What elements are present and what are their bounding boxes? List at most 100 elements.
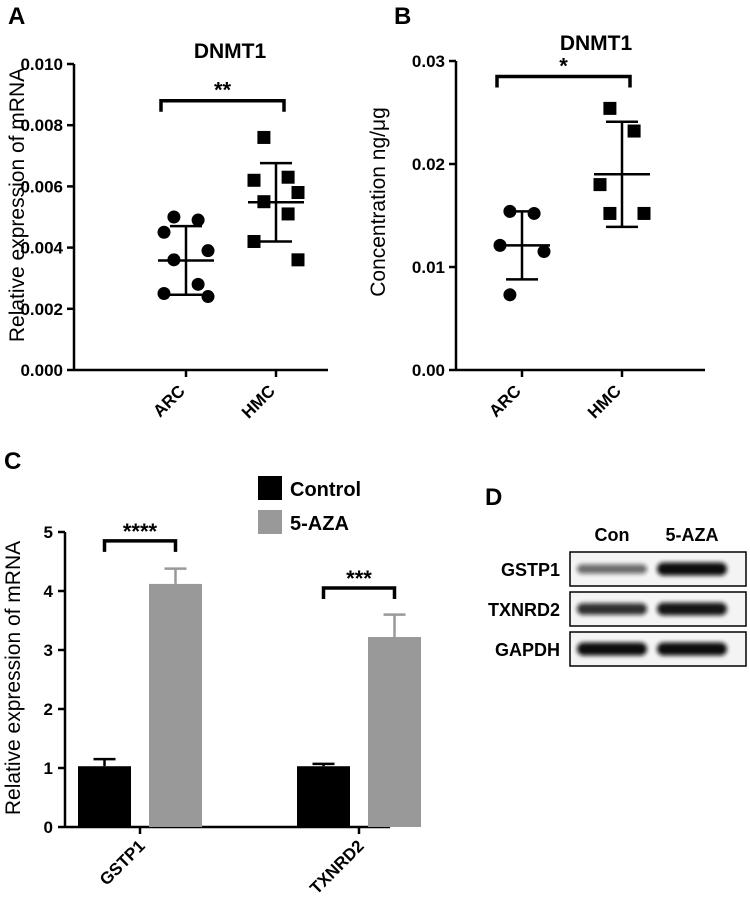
x-tick-label: HMC xyxy=(584,381,625,422)
y-tick-label: 0.008 xyxy=(20,116,63,135)
bar-5-aza xyxy=(149,583,202,827)
data-layer xyxy=(78,567,421,827)
y-tick-label: 0.02 xyxy=(412,155,445,174)
bar-control xyxy=(78,766,131,827)
bar-5-aza xyxy=(368,637,421,827)
legend: Control 5-AZA xyxy=(258,476,361,535)
chart-title: DNMT1 xyxy=(194,40,267,63)
y-tick-label: 0.010 xyxy=(20,55,63,74)
data-point xyxy=(191,277,205,291)
y-tick-label: 0.006 xyxy=(20,177,63,196)
data-point xyxy=(257,130,271,144)
blot-band xyxy=(657,602,727,616)
data-point xyxy=(291,253,305,267)
data-point xyxy=(201,290,215,304)
y-tick-label: 4 xyxy=(44,582,54,601)
significance-bracket xyxy=(159,98,286,112)
x-tick-label: TXNRD2 xyxy=(306,836,368,898)
data-point xyxy=(291,186,305,200)
significance-layer: * xyxy=(495,53,632,88)
significance-bracket xyxy=(321,586,397,600)
data-point xyxy=(637,206,651,220)
data-point xyxy=(247,173,261,187)
panel-label-c: C xyxy=(4,448,21,475)
significance-layer: ** xyxy=(159,78,286,112)
blot-row-label: TXNRD2 xyxy=(488,600,560,620)
data-point xyxy=(167,253,181,267)
data-point xyxy=(167,210,181,224)
x-axis: ARC HMC xyxy=(485,370,625,422)
blot-band xyxy=(577,603,647,615)
legend-label: 5-AZA xyxy=(290,513,349,535)
data-point xyxy=(201,244,215,258)
chart-dnmt1-concentration: DNMT1 Concentration ng/μg 0.000.010.020.… xyxy=(367,32,705,422)
significance-layer: ******* xyxy=(102,519,397,600)
data-layer xyxy=(157,130,305,304)
x-tick-label: HMC xyxy=(238,381,279,422)
significance-bracket xyxy=(495,74,632,88)
data-point xyxy=(157,287,171,300)
significance-bracket xyxy=(102,539,178,552)
data-point xyxy=(593,178,607,192)
blot-column-label: 5-AZA xyxy=(666,525,719,545)
chart-title: DNMT1 xyxy=(560,32,633,55)
data-point xyxy=(537,245,551,259)
blot-band xyxy=(657,562,727,576)
bar-control xyxy=(297,766,350,827)
data-point xyxy=(281,207,295,221)
data-point xyxy=(527,206,541,220)
y-tick-label: 3 xyxy=(44,641,53,660)
data-point xyxy=(281,170,295,184)
blot-row-label: GAPDH xyxy=(495,640,560,660)
y-tick-label: 0.002 xyxy=(20,300,63,319)
blot-row-label: GSTP1 xyxy=(501,560,560,580)
x-tick-label: GSTP1 xyxy=(96,836,149,889)
y-axis: 0.000 0.002 0.004 0.006 0.008 0.010 xyxy=(20,55,328,380)
x-tick-label: ARC xyxy=(149,381,188,420)
y-axis-label: Concentration ng/μg xyxy=(367,107,390,297)
y-tick-label: 0.000 xyxy=(20,361,63,380)
y-tick-label: 0.01 xyxy=(412,258,445,277)
data-point xyxy=(157,225,171,239)
data-point xyxy=(603,206,617,220)
blot-band xyxy=(657,642,727,656)
data-point xyxy=(503,204,517,218)
legend-swatch xyxy=(258,476,282,500)
x-axis: ARC HMC xyxy=(149,370,279,422)
data-point xyxy=(257,195,271,209)
significance-marker: *** xyxy=(346,566,372,591)
data-point xyxy=(503,288,517,302)
data-point xyxy=(603,101,617,115)
y-axis-label: Relative expression of mRNA xyxy=(2,541,25,815)
y-tick-label: 1 xyxy=(44,759,53,778)
y-axis-label: Relative expression of mRNA xyxy=(6,68,29,342)
significance-marker: **** xyxy=(123,519,158,544)
x-axis: GSTP1 TXNRD2 xyxy=(96,827,368,898)
significance-marker: * xyxy=(559,53,568,78)
panel-label-d: D xyxy=(485,484,502,511)
chart-5aza-expression: Relative expression of mRNA 0 1 2 3 4 5 GSTP1… xyxy=(2,476,421,898)
significance-marker: ** xyxy=(214,78,232,103)
y-tick-label: 0 xyxy=(44,818,53,837)
y-tick-label: 5 xyxy=(44,523,53,542)
blot-band xyxy=(577,642,647,656)
data-point xyxy=(627,124,641,138)
western-blot: Con 5-AZA GSTP1 TXNRD2 GAPDH xyxy=(488,525,747,667)
y-tick-label: 0.004 xyxy=(20,239,63,258)
blot-band xyxy=(577,564,647,574)
panel-label-b: B xyxy=(394,3,411,30)
legend-swatch xyxy=(258,510,282,534)
y-axis: 0.00 0.01 0.02 0.03 xyxy=(412,52,705,380)
blot-column-label: Con xyxy=(595,525,630,545)
data-point xyxy=(493,238,507,252)
data-layer xyxy=(493,101,651,302)
data-point xyxy=(191,213,205,227)
panel-label-a: A xyxy=(8,3,25,30)
y-tick-label: 0.00 xyxy=(412,361,445,380)
data-point xyxy=(247,234,261,248)
legend-label: Control xyxy=(290,479,361,501)
x-tick-label: ARC xyxy=(485,381,524,420)
y-tick-label: 2 xyxy=(44,700,53,719)
y-tick-label: 0.03 xyxy=(412,52,445,71)
